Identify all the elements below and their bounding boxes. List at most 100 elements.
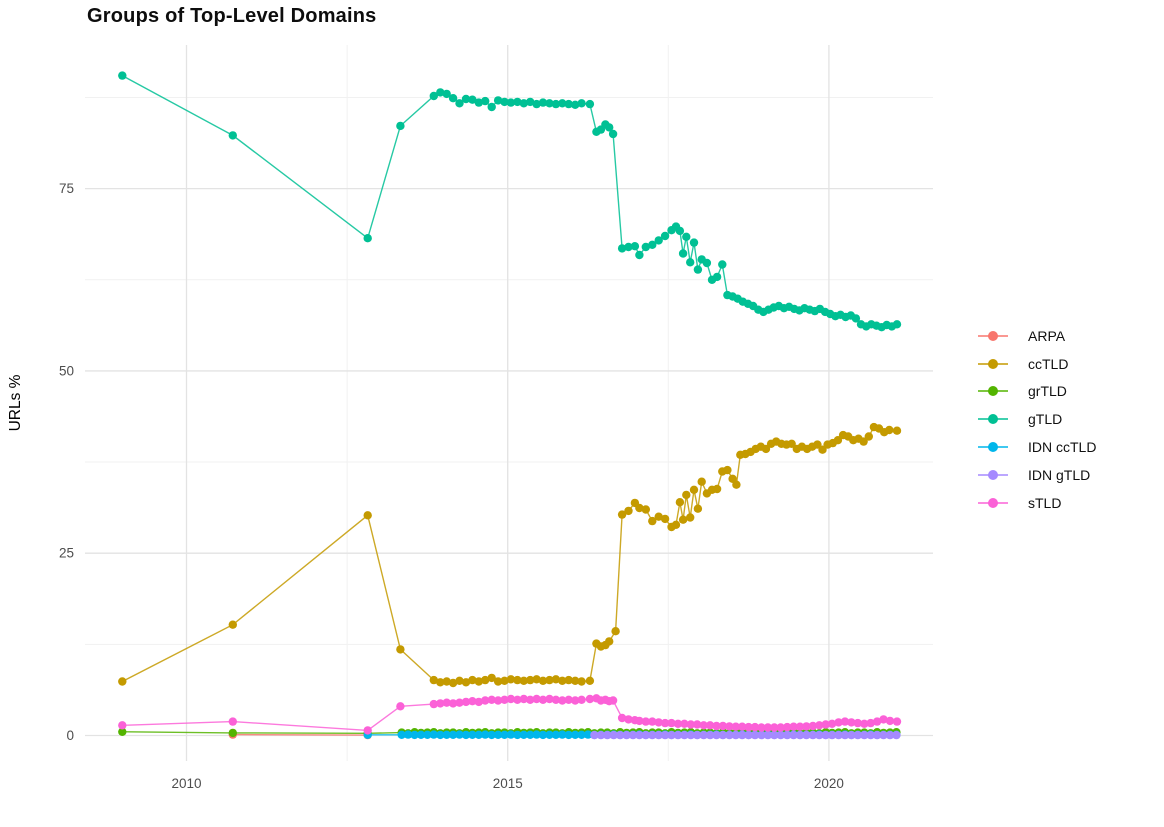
- legend-key-dot: [988, 386, 998, 397]
- legend-key-dot: [988, 442, 998, 453]
- legend-key-idn-cctld: [978, 439, 1008, 455]
- point-idn-gtld: [802, 730, 811, 740]
- point-idn-cctld: [545, 730, 554, 739]
- y-tick-label: 50: [59, 363, 74, 378]
- legend-key-arpa: [978, 328, 1008, 344]
- point-idn-cctld: [429, 730, 438, 739]
- legend-key-idn-gtld: [978, 467, 1008, 483]
- point-cctld: [545, 675, 554, 685]
- point-idn-cctld: [551, 730, 561, 739]
- series-idn-gtld: [590, 730, 901, 740]
- point-stld: [519, 694, 528, 704]
- point-stld: [738, 722, 747, 731]
- point-gtld: [660, 231, 670, 241]
- point-idn-gtld: [885, 730, 895, 740]
- point-idn-cctld: [410, 730, 419, 740]
- x-tick-label: 2015: [493, 776, 523, 791]
- point-cctld: [474, 677, 483, 686]
- point-cctld: [654, 512, 663, 521]
- point-cctld: [481, 675, 490, 685]
- point-idn-cctld: [564, 730, 573, 740]
- point-stld: [872, 717, 882, 726]
- point-cctld: [363, 511, 372, 520]
- point-gtld: [461, 94, 471, 104]
- legend-item-stld: sTLD: [978, 489, 1096, 517]
- legend-key-stld: [978, 495, 1008, 511]
- axis-tick-labels: 0 25 50 75 2010 2015 2020: [59, 181, 844, 791]
- point-gtld: [678, 249, 688, 258]
- point-cctld: [671, 520, 681, 529]
- point-idn-gtld: [847, 730, 856, 740]
- point-idn-gtld: [712, 730, 721, 740]
- point-stld: [538, 695, 548, 704]
- point-gtld: [686, 258, 695, 267]
- point-stld: [532, 694, 541, 704]
- point-idn-cctld: [538, 730, 548, 740]
- point-cctld: [605, 637, 614, 646]
- point-idn-cctld: [403, 730, 413, 739]
- point-stld: [705, 721, 715, 730]
- point-stld: [827, 719, 837, 728]
- point-idn-gtld: [731, 730, 740, 740]
- point-cctld: [761, 444, 771, 454]
- point-cctld: [624, 506, 633, 516]
- point-idn-cctld: [532, 730, 541, 739]
- point-gtld: [474, 98, 483, 107]
- point-stld: [795, 722, 805, 731]
- point-stld: [545, 694, 554, 704]
- point-idn-gtld: [763, 730, 773, 740]
- point-stld: [712, 721, 721, 731]
- point-cctld: [689, 485, 699, 494]
- point-stld: [686, 720, 695, 729]
- point-cctld: [571, 676, 580, 685]
- point-gtld: [693, 265, 703, 274]
- point-stld: [853, 718, 862, 728]
- legend-label-idn-gtld: IDN gTLD: [1028, 466, 1091, 483]
- point-stld: [815, 721, 824, 730]
- point-stld: [731, 722, 740, 731]
- point-stld: [892, 717, 902, 726]
- point-idn-cctld: [506, 730, 516, 739]
- point-cctld: [455, 676, 464, 685]
- point-stld: [860, 719, 869, 728]
- point-stld: [474, 697, 483, 707]
- chart-title: Groups of Top-Level Domains: [87, 5, 377, 27]
- point-stld: [429, 699, 438, 709]
- point-cctld: [682, 490, 691, 500]
- point-stld: [564, 695, 573, 704]
- point-cctld: [500, 676, 509, 685]
- point-stld: [660, 718, 670, 728]
- point-cctld: [635, 503, 644, 513]
- point-idn-cctld: [571, 730, 580, 739]
- x-tick-label: 2010: [171, 776, 201, 791]
- point-cctld: [693, 504, 703, 513]
- y-tick-label: 0: [66, 728, 74, 743]
- point-cctld: [519, 676, 528, 685]
- point-gtld: [624, 242, 633, 252]
- point-idn-gtld: [590, 730, 599, 740]
- point-idn-gtld: [840, 730, 850, 740]
- point-cctld: [833, 436, 843, 445]
- point-idn-gtld: [860, 730, 869, 740]
- point-cctld: [558, 676, 567, 685]
- point-idn-gtld: [879, 730, 888, 740]
- point-stld: [847, 718, 856, 727]
- point-stld: [448, 699, 458, 708]
- point-gtld: [892, 320, 902, 329]
- point-idn-gtld: [596, 730, 606, 740]
- point-stld: [757, 723, 766, 732]
- point-stld: [118, 721, 127, 730]
- point-idn-gtld: [725, 730, 734, 740]
- point-cctld: [611, 627, 620, 636]
- point-gtld: [429, 91, 438, 101]
- legend-key-grtld: [978, 383, 1008, 399]
- point-idn-gtld: [750, 730, 760, 740]
- point-stld: [363, 726, 372, 735]
- point-gtld: [851, 314, 861, 323]
- point-cctld: [436, 678, 445, 687]
- series-stld: [118, 694, 902, 735]
- point-idn-gtld: [705, 730, 715, 740]
- point-stld: [840, 717, 850, 726]
- point-stld: [526, 695, 535, 704]
- legend-item-grtld: grTLD: [978, 378, 1096, 406]
